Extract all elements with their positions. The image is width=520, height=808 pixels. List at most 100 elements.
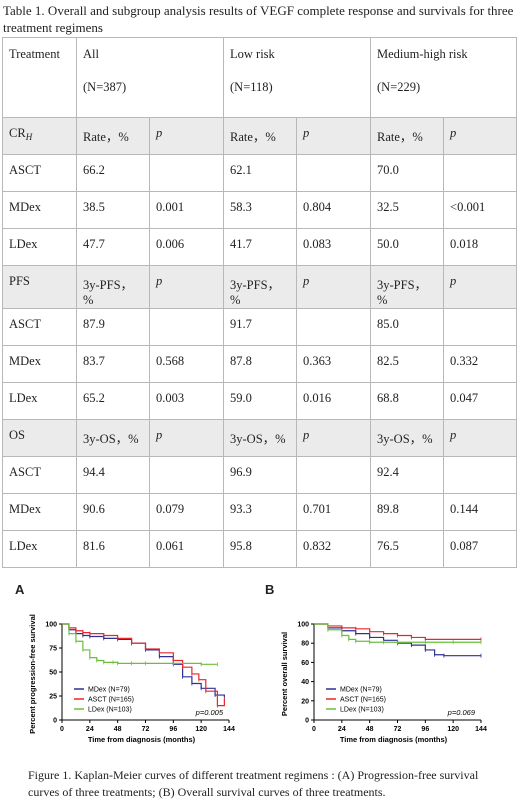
group-n: (N=229): [377, 80, 421, 94]
value-cell: 91.7: [223, 308, 297, 346]
x-axis-title: Time from diagnosis (months): [340, 735, 448, 744]
value-cell: 47.7: [76, 228, 150, 266]
y-tick-label: 80: [301, 641, 309, 648]
value-cell: 87.9: [76, 308, 150, 346]
x-tick-label: 48: [114, 726, 122, 733]
legend-label: ASCT (N=165): [340, 697, 386, 704]
table-row: ASCT 66.2 62.1 70.0: [2, 154, 518, 192]
value-cell: 93.3: [223, 493, 297, 531]
y-tick-label: 100: [297, 622, 309, 629]
header-cell-treatment: Treatment: [2, 37, 77, 118]
p-value-cell: 0.832: [295, 530, 372, 568]
treatment-cell: ASCT: [2, 154, 77, 192]
legend-label: LDex (N=103): [88, 707, 132, 714]
value-cell: 92.4: [370, 456, 445, 494]
p-value-cell: <0.001: [443, 191, 518, 229]
p-value-cell: 0.006: [149, 228, 224, 266]
section-label-text: PFS: [9, 274, 30, 288]
panel-b-label: B: [265, 582, 275, 597]
value-cell: 76.5: [370, 530, 445, 568]
p-value-cell: 0.083: [295, 228, 372, 266]
legend-label: LDex (N=103): [340, 707, 384, 714]
x-tick-label: 48: [366, 726, 374, 733]
value-cell: 82.5: [370, 345, 445, 383]
value-cell: 94.4: [76, 456, 150, 494]
metric-header-cell: 3y-OS，%: [370, 419, 445, 457]
header-cell-all: All (N=387): [76, 37, 224, 118]
section-header-row: PFS 3y-PFS，% p 3y-PFS，% p 3y-PFS，% p: [2, 265, 518, 309]
p-header-cell: p: [443, 117, 518, 155]
section-label-text: CR: [9, 126, 26, 140]
treatment-cell: MDex: [2, 345, 77, 383]
table-row: MDex 38.5 0.001 58.3 0.804 32.5 <0.001: [2, 191, 518, 229]
header-cell-medium-high-risk: Medium-high risk (N=229): [370, 37, 518, 118]
value-cell: 41.7: [223, 228, 297, 266]
p-value-cell: 0.087: [443, 530, 518, 568]
metric-header-cell: 3y-OS，%: [223, 419, 297, 457]
figure-caption: Figure 1. Kaplan-Meier curves of differe…: [28, 768, 479, 799]
y-tick-label: 25: [49, 694, 57, 701]
treatment-cell: ASCT: [2, 308, 77, 346]
value-cell: 58.3: [223, 191, 297, 229]
x-tick-label: 24: [86, 726, 94, 733]
p-header-cell: p: [443, 419, 518, 457]
km-curve-series-3: [62, 623, 218, 665]
km-chart-a: 0 24 48 72 96 120 144 0 25 50 75 100 Time from diagn…: [28, 614, 235, 744]
section-label-subscript: H: [25, 132, 33, 142]
value-cell: 96.9: [223, 456, 297, 494]
value-cell: 85.0: [370, 308, 445, 346]
section-label-text: OS: [9, 428, 25, 442]
treatment-cell: LDex: [2, 382, 77, 420]
p-header-cell: p: [295, 419, 372, 457]
value-cell: 95.8: [223, 530, 297, 568]
metric-header-cell: Rate，%: [370, 117, 445, 155]
section-label: CRH: [2, 117, 77, 155]
p-value-cell: 0.001: [149, 191, 224, 229]
x-tick-label: 144: [223, 726, 235, 733]
y-tick-label: 60: [301, 660, 309, 667]
section-label: PFS: [2, 265, 77, 309]
legend-label: MDex (N=79): [340, 687, 382, 694]
treatment-cell: LDex: [2, 228, 77, 266]
km-curve-series-2: [314, 623, 481, 640]
value-cell: 70.0: [370, 154, 445, 192]
y-axis-title: Percent overall survival: [280, 632, 289, 716]
section-header-row: OS 3y-OS，% p 3y-OS，% p 3y-OS，% p: [2, 419, 518, 457]
x-tick-label: 0: [312, 726, 316, 733]
p-value-cell: 0.144: [443, 493, 518, 531]
p-value-cell: 0.363: [295, 345, 372, 383]
group-name: All: [83, 47, 99, 61]
p-header-cell: p: [149, 265, 224, 309]
x-axis-title: Time from diagnosis (months): [88, 735, 196, 744]
p-value-cell: 0.061: [149, 530, 224, 568]
x-tick-label: 120: [195, 726, 207, 733]
y-tick-label: 50: [49, 670, 57, 677]
table-row: LDex 65.2 0.003 59.0 0.016 68.8 0.047: [2, 382, 518, 420]
group-name: Low risk: [230, 47, 275, 61]
p-value-cell: 0.701: [295, 493, 372, 531]
p-value-cell: [295, 154, 372, 192]
group-n: (N=387): [83, 80, 127, 94]
group-n: (N=118): [230, 80, 273, 94]
km-curve-series-1: [62, 623, 225, 697]
value-cell: 65.2: [76, 382, 150, 420]
p-header-cell: p: [295, 117, 372, 155]
treatment-cell: MDex: [2, 191, 77, 229]
metric-header-cell: 3y-OS，%: [76, 419, 150, 457]
treatment-cell: ASCT: [2, 456, 77, 494]
value-cell: 38.5: [76, 191, 150, 229]
value-cell: 89.8: [370, 493, 445, 531]
metric-header-cell: Rate，%: [223, 117, 297, 155]
metric-header-cell: Rate，%: [76, 117, 150, 155]
table-row: LDex 81.6 0.061 95.8 0.832 76.5 0.087: [2, 530, 518, 568]
p-header-cell: p: [149, 419, 224, 457]
table-row: MDex 90.6 0.079 93.3 0.701 89.8 0.144: [2, 493, 518, 531]
p-value-cell: [295, 456, 372, 494]
y-tick-label: 20: [301, 698, 309, 705]
p-value-cell: 0.804: [295, 191, 372, 229]
x-tick-label: 72: [394, 726, 402, 733]
legend-label: ASCT (N=165): [88, 697, 134, 704]
value-cell: 68.8: [370, 382, 445, 420]
x-tick-label: 24: [338, 726, 346, 733]
y-tick-label: 100: [45, 622, 57, 629]
